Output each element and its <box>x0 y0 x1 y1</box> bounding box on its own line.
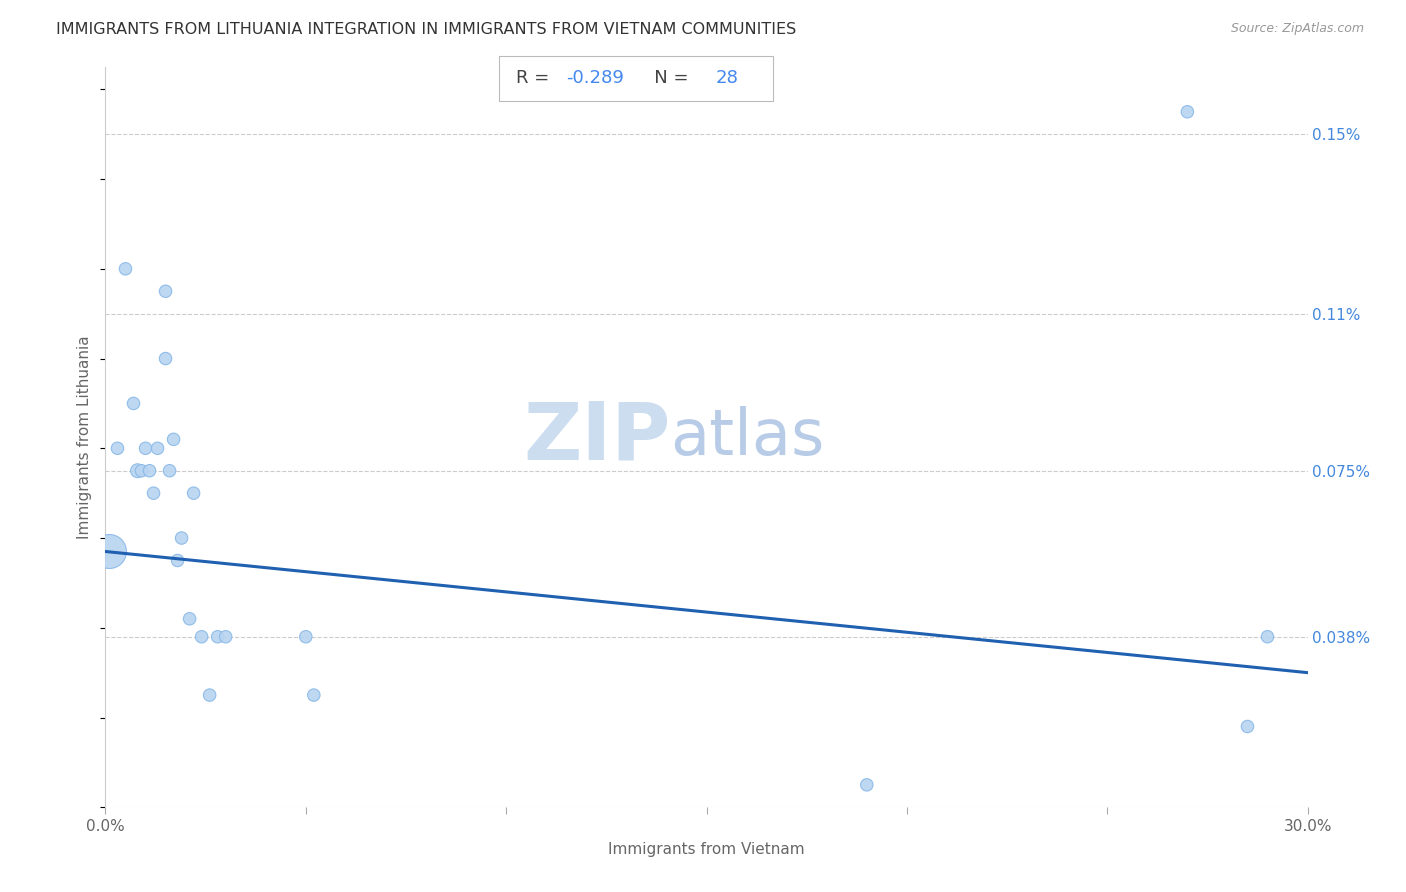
Point <box>127 464 149 478</box>
X-axis label: Immigrants from Vietnam: Immigrants from Vietnam <box>609 842 804 857</box>
Point <box>138 464 160 478</box>
Point <box>190 630 212 644</box>
Point <box>155 351 177 366</box>
Point <box>98 544 121 558</box>
Text: Source: ZipAtlas.com: Source: ZipAtlas.com <box>1230 22 1364 36</box>
Point <box>170 531 193 545</box>
Y-axis label: Immigrants from Lithuania: Immigrants from Lithuania <box>77 335 93 539</box>
Point <box>114 261 136 276</box>
Point <box>1177 104 1199 119</box>
Point <box>855 778 877 792</box>
Point <box>155 285 177 299</box>
Point <box>198 688 221 702</box>
Point <box>295 630 318 644</box>
Text: N =: N = <box>637 70 695 87</box>
Text: R =: R = <box>516 70 555 87</box>
Point <box>135 442 157 456</box>
Point <box>207 630 229 644</box>
Point <box>214 630 236 644</box>
Point <box>302 688 325 702</box>
Point <box>159 464 181 478</box>
Point <box>146 442 169 456</box>
Text: ZIP: ZIP <box>523 398 671 476</box>
Point <box>1236 719 1258 733</box>
Point <box>162 433 184 447</box>
Point <box>107 442 129 456</box>
Point <box>122 396 145 410</box>
Point <box>1257 630 1279 644</box>
Point <box>142 486 165 500</box>
Point <box>131 464 153 478</box>
Text: 28: 28 <box>716 70 738 87</box>
Text: atlas: atlas <box>671 406 825 468</box>
Point <box>183 486 205 500</box>
Point <box>166 553 188 567</box>
Text: -0.289: -0.289 <box>567 70 624 87</box>
Point <box>179 612 201 626</box>
Text: IMMIGRANTS FROM LITHUANIA INTEGRATION IN IMMIGRANTS FROM VIETNAM COMMUNITIES: IMMIGRANTS FROM LITHUANIA INTEGRATION IN… <box>56 22 796 37</box>
